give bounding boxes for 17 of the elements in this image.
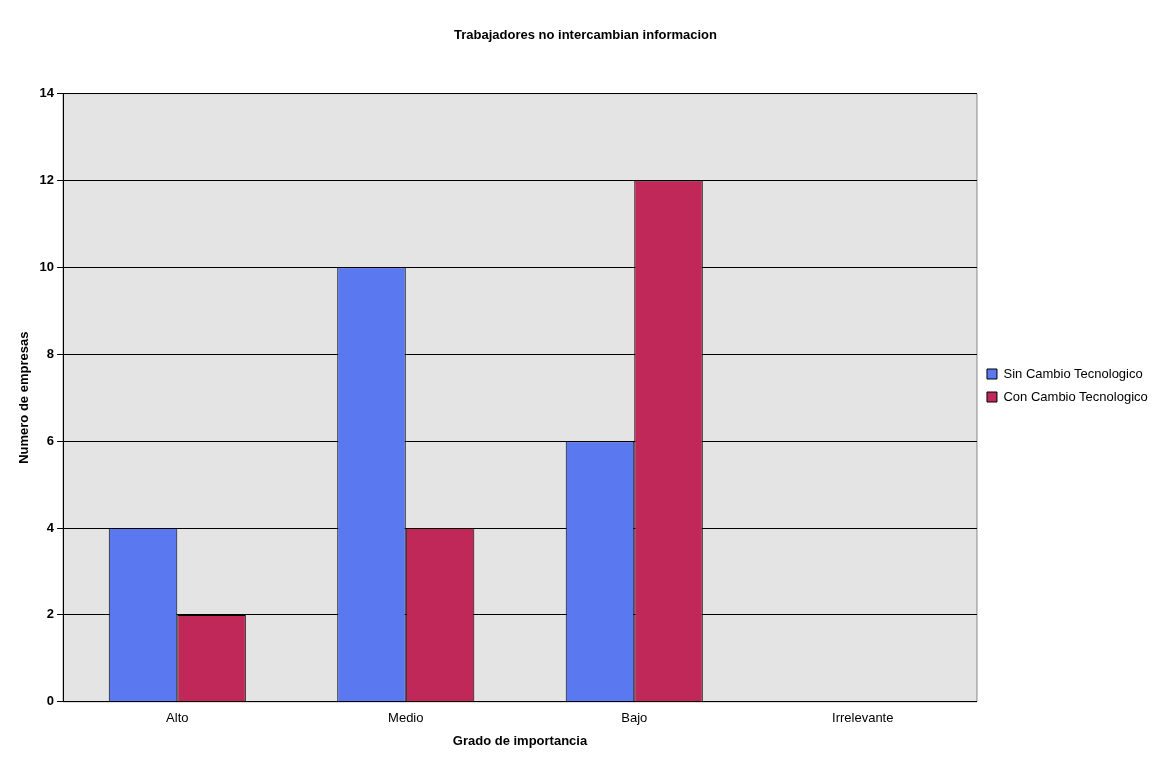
y-tick-label: 0 bbox=[46, 693, 55, 709]
chart-title: Trabajadores no intercambian informacion bbox=[454, 27, 718, 43]
y-tick-label: 2 bbox=[46, 606, 55, 622]
y-tick-label: 10 bbox=[39, 258, 55, 274]
x-tick-label: Medio bbox=[388, 710, 424, 726]
legend-label: Con Cambio Tecnologico bbox=[1003, 388, 1148, 404]
y-tick-label: 4 bbox=[46, 519, 55, 535]
y-tick-label: 8 bbox=[46, 345, 55, 361]
y-axis-title: Numero de empresas bbox=[16, 331, 32, 464]
x-tick-label: Irrelevante bbox=[832, 710, 894, 726]
x-tick-label: Alto bbox=[166, 710, 189, 726]
y-tick-label: 12 bbox=[39, 172, 55, 188]
legend-label: Sin Cambio Tecnologico bbox=[1003, 365, 1143, 381]
y-tick-label: 6 bbox=[46, 432, 55, 448]
x-axis-title: Grado de importancia bbox=[452, 732, 588, 748]
x-tick-label: Bajo bbox=[621, 710, 648, 726]
y-tick-label: 14 bbox=[39, 85, 55, 101]
